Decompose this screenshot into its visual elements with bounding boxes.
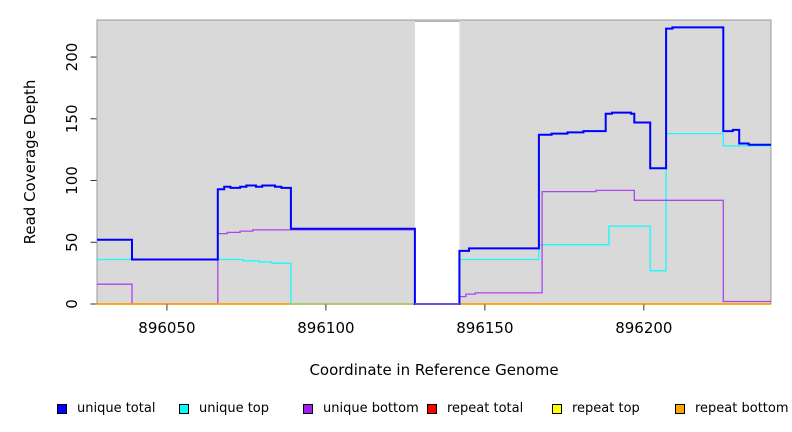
x-tick-label: 896200 [615, 319, 672, 337]
chart-legend: unique total unique top unique bottom repea… [0, 401, 792, 423]
series-line-unique-total [97, 26, 771, 305]
x-axis-title: Coordinate in Reference Genome [309, 361, 559, 379]
legend-swatch-unique-top [179, 404, 189, 414]
legend-swatch-repeat-total [427, 404, 437, 414]
legend-label-repeat-bottom: repeat bottom [695, 401, 789, 416]
legend-label-unique-total: unique total [77, 401, 156, 416]
legend-swatch-unique-bottom [303, 404, 313, 414]
legend-label-repeat-total: repeat total [447, 401, 524, 416]
legend-swatch-unique-total [57, 404, 67, 414]
legend-swatch-repeat-top [552, 404, 562, 414]
x-tick-label: 896150 [456, 319, 513, 337]
legend-label-unique-bottom: unique bottom [323, 401, 419, 416]
y-axis-title-text: Read Coverage Depth [21, 79, 39, 245]
y-tick-label: 200 [63, 43, 81, 72]
legend-label-unique-top: unique top [199, 401, 270, 416]
y-tick-label: 50 [63, 233, 81, 252]
series-line-unique-top [97, 132, 771, 305]
gap-band [414, 21, 460, 304]
y-tick-label: 0 [63, 299, 81, 309]
legend-swatch-repeat-bottom [675, 404, 685, 414]
y-tick-label: 100 [63, 166, 81, 195]
legend-label-repeat-top: repeat top [572, 401, 640, 416]
x-tick-label: 896100 [297, 319, 354, 337]
y-tick-label: 150 [63, 104, 81, 133]
x-tick-label: 896050 [138, 319, 195, 337]
